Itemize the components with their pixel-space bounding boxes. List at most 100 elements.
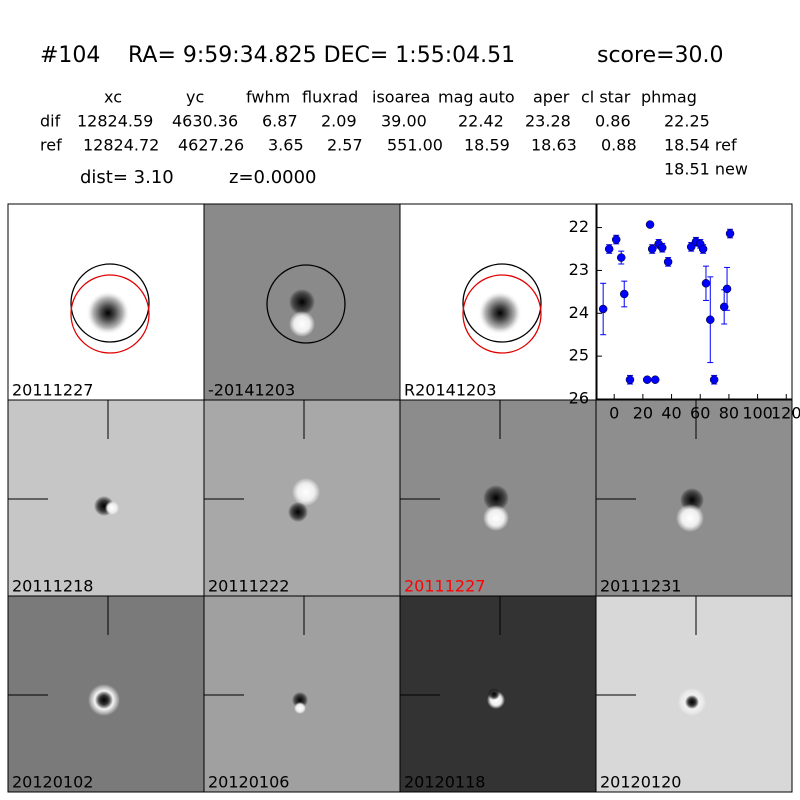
point <box>663 257 673 267</box>
source <box>95 691 113 709</box>
source <box>483 505 509 531</box>
source <box>292 478 320 506</box>
point <box>619 289 629 299</box>
x-tick-label: 100 <box>742 404 773 423</box>
cell: 551.00 <box>387 136 443 155</box>
cell: 2.57 <box>327 136 363 155</box>
cell: ref <box>40 136 62 155</box>
x-tick-label: 80 <box>719 404 739 423</box>
y-tick-label: 26 <box>569 389 589 408</box>
cell: dif <box>40 112 61 131</box>
y-tick-label: 23 <box>569 260 589 279</box>
column-header: cl star <box>581 88 631 107</box>
cell: 0.88 <box>601 136 637 155</box>
point <box>616 253 626 262</box>
x-tick-label: 0 <box>609 404 619 423</box>
source <box>478 291 522 335</box>
source <box>294 702 306 714</box>
point <box>725 229 735 238</box>
x-tick-label: 40 <box>661 404 681 423</box>
source <box>488 688 500 700</box>
panel-label: -20141203 <box>208 381 295 400</box>
extra: 18.51 new <box>664 160 748 179</box>
panel-label: 20111231 <box>600 577 681 596</box>
cell: 6.87 <box>262 112 298 131</box>
source <box>483 485 509 511</box>
score: score=30.0 <box>597 43 724 68</box>
cell: 0.86 <box>595 112 631 131</box>
point <box>722 284 732 294</box>
panels: 20111227 -20141203 R20141203 20111218 201112… <box>7 203 793 793</box>
y-tick-label: 25 <box>569 346 589 365</box>
y-tick-label: 22 <box>569 217 589 236</box>
source <box>86 291 130 335</box>
point <box>604 244 614 254</box>
cell: 39.00 <box>381 112 427 131</box>
panel-label: 20111218 <box>12 577 93 596</box>
point <box>657 243 667 252</box>
source <box>105 501 119 515</box>
aperture <box>462 274 542 354</box>
dist: dist= 3.10 <box>80 167 174 188</box>
y-tick-label: 24 <box>569 303 589 322</box>
source <box>676 504 704 532</box>
point <box>719 302 729 312</box>
cell: 18.59 <box>464 136 510 155</box>
source <box>288 502 308 522</box>
column-header: xc <box>104 88 122 107</box>
column-header: fwhm <box>246 88 290 107</box>
column-header: isoarea <box>372 88 430 107</box>
column-header: phmag <box>641 88 697 107</box>
cell: 22.42 <box>458 112 504 131</box>
point <box>645 220 655 229</box>
column-header: aper <box>533 88 570 107</box>
z: z=0.0000 <box>229 167 317 188</box>
cell: 4630.36 <box>172 112 238 131</box>
cell: 23.28 <box>525 112 571 131</box>
point <box>611 235 621 244</box>
point <box>598 304 608 314</box>
cell: 18.63 <box>531 136 577 155</box>
panel-label: 20120118 <box>404 773 485 792</box>
panel-label: 20120106 <box>208 773 289 792</box>
source <box>685 695 699 709</box>
x-tick-label: 60 <box>690 404 710 423</box>
panel-label: 20111227 <box>404 577 485 596</box>
cell: 3.65 <box>268 136 304 155</box>
source <box>289 311 315 337</box>
panel-label: 20120102 <box>12 773 93 792</box>
column-header: yc <box>186 88 204 107</box>
aperture <box>266 264 346 344</box>
plot-area <box>596 203 793 400</box>
x-tick-label: 20 <box>633 404 653 423</box>
coords: RA= 9:59:34.825 DEC= 1:55:04.51 <box>128 43 515 68</box>
cell: 22.25 <box>664 112 710 131</box>
panel-label: 20111222 <box>208 577 289 596</box>
aperture <box>70 274 150 354</box>
cell: 2.09 <box>321 112 357 131</box>
point <box>647 244 657 254</box>
column-header: fluxrad <box>302 88 358 107</box>
cell: 12824.72 <box>83 136 159 155</box>
x-tick-label: 120 <box>771 404 800 423</box>
point <box>650 375 660 384</box>
id: #104 <box>40 43 100 68</box>
cell: 12824.59 <box>77 112 153 131</box>
aperture <box>70 263 150 343</box>
panel-label: R20141203 <box>404 381 497 400</box>
point <box>709 375 719 384</box>
point <box>698 244 708 254</box>
point <box>625 375 635 384</box>
panel-label: 20120120 <box>600 773 681 792</box>
cell: 18.54 ref <box>664 136 737 155</box>
aperture <box>462 263 542 343</box>
point <box>706 315 715 324</box>
point <box>642 375 652 384</box>
table: xc yc fwhm fluxrad isoarea mag auto aper cl sta… <box>40 88 737 155</box>
point <box>701 279 711 288</box>
panel-label: 20111227 <box>12 381 93 400</box>
cell: 4627.26 <box>178 136 244 155</box>
column-header: mag auto <box>438 88 515 107</box>
